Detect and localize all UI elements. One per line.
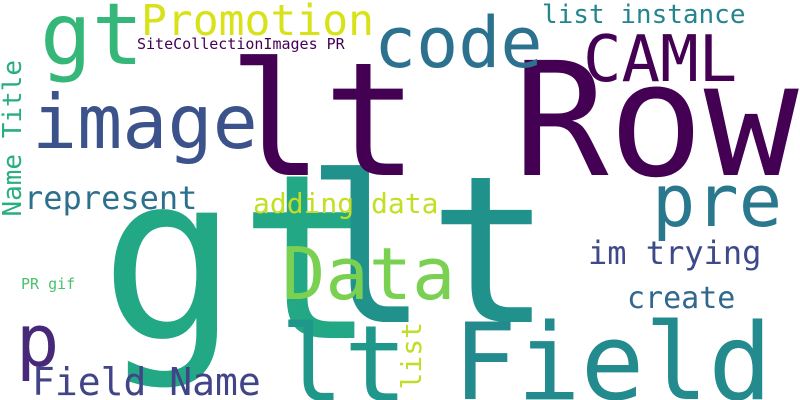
word-pre: pre xyxy=(652,159,783,243)
word-pr-gif: PR gif xyxy=(21,275,76,293)
word-lt-large: lt xyxy=(305,133,552,371)
word-code: code xyxy=(374,2,543,84)
word-caml: CAML xyxy=(583,23,738,97)
word-field: Field xyxy=(453,301,773,400)
word-gt-top: gt xyxy=(40,0,144,85)
word-lt-row: lt Row xyxy=(228,29,799,213)
word-lt-medium: lt xyxy=(280,303,408,400)
word-field-name: Field Name xyxy=(32,360,261,400)
word-gt-large: gt xyxy=(100,126,377,393)
word-create: create xyxy=(627,281,736,316)
word-im-trying: im trying xyxy=(588,234,762,272)
word-sitecollectionimages-pr: SiteCollectionImages PR xyxy=(137,35,345,53)
word-represent: represent xyxy=(24,179,198,217)
word-data: Data xyxy=(282,232,456,316)
word-p: p xyxy=(16,299,60,383)
word-image: image xyxy=(32,78,258,166)
word-promotion: Promotion xyxy=(141,0,374,46)
word-adding-data: adding data xyxy=(253,187,439,220)
word-list-instance: list instance xyxy=(542,0,746,30)
word-name-title: Name Title xyxy=(0,60,28,217)
word-list-vertical: list xyxy=(395,322,428,390)
